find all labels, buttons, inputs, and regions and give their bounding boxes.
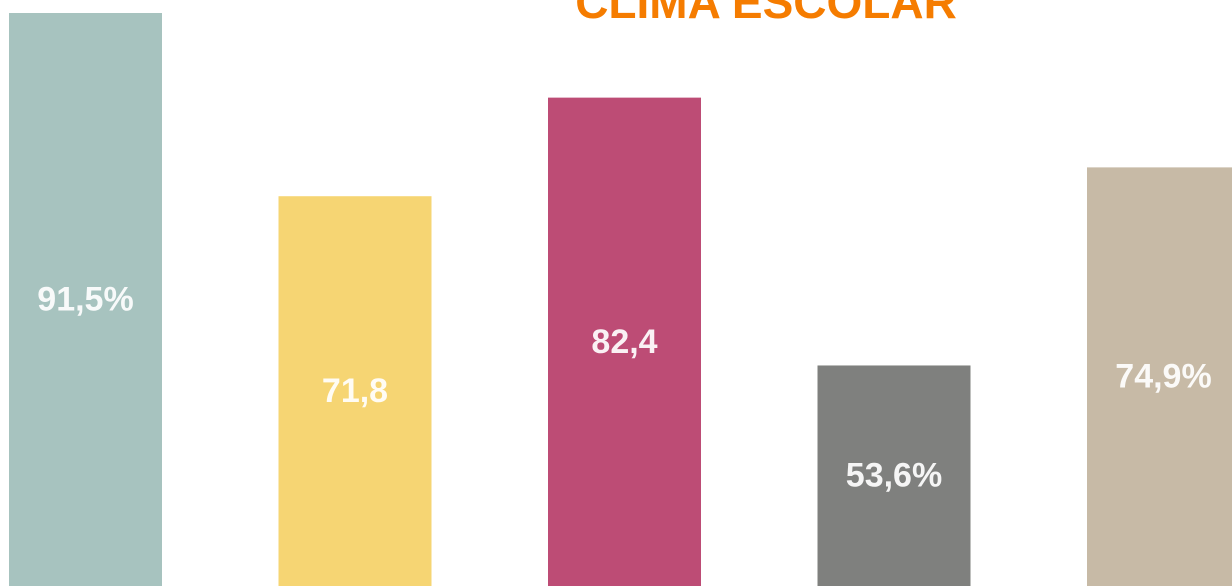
bar [1087,167,1232,586]
chart-title: CLIMA ESCOLAR [575,0,957,28]
bar [9,13,162,586]
value-label: 53,6% [846,457,942,495]
bar [548,97,701,586]
value-label: 91,5% [37,280,133,318]
value-label: 74,9% [1115,358,1211,396]
bar [817,365,971,586]
value-label: 71,8 [322,372,388,410]
bar [278,196,432,586]
value-label: 82,4 [591,323,657,361]
